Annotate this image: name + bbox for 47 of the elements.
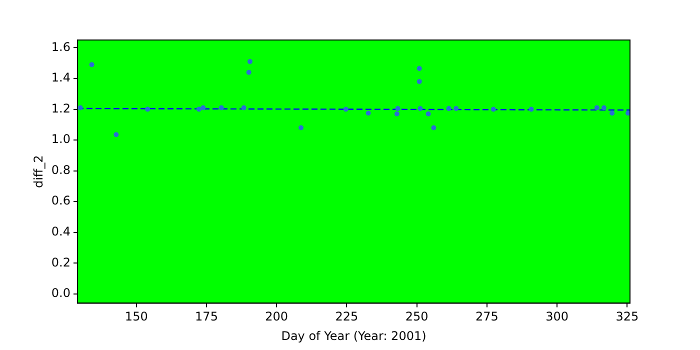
y-tick-label: 1.4 xyxy=(51,70,70,85)
x-tick-label: 300 xyxy=(546,310,569,324)
point xyxy=(594,105,600,110)
point xyxy=(418,106,423,111)
point xyxy=(626,110,630,116)
point xyxy=(601,105,606,110)
point xyxy=(78,105,83,110)
x-tick-label: 225 xyxy=(335,310,358,324)
y-tick-label: 1.2 xyxy=(51,101,70,116)
point xyxy=(200,105,206,110)
point xyxy=(446,106,452,111)
y-axis-title: diff_2 xyxy=(31,155,46,188)
point xyxy=(416,79,422,84)
point xyxy=(218,105,224,110)
point xyxy=(426,111,431,116)
point xyxy=(343,106,348,112)
y-tick-label: 0.8 xyxy=(51,162,70,177)
point xyxy=(528,106,534,112)
point xyxy=(416,66,422,71)
point xyxy=(490,106,496,112)
x-tick-label: 250 xyxy=(405,310,428,324)
x-tick-label: 275 xyxy=(476,310,498,324)
point xyxy=(395,106,400,111)
x-tick-label: 325 xyxy=(616,310,639,324)
point xyxy=(247,59,252,64)
point xyxy=(89,62,94,68)
point xyxy=(431,125,436,130)
x-axis-title: Day of Year (Year: 2001) xyxy=(281,328,426,343)
point xyxy=(145,106,150,112)
point xyxy=(241,105,246,110)
y-tick-label: 0.4 xyxy=(51,224,70,239)
point xyxy=(610,110,615,116)
x-tick-label: 175 xyxy=(195,310,218,324)
point xyxy=(196,106,202,112)
y-tick-label: 1.0 xyxy=(51,132,70,146)
point xyxy=(394,111,400,116)
point xyxy=(114,132,119,138)
x-tick-label: 200 xyxy=(265,310,288,324)
y-tick-label: 0.6 xyxy=(51,194,70,208)
point xyxy=(454,106,459,111)
point xyxy=(366,110,371,116)
x-tick-label: 150 xyxy=(124,310,148,324)
point xyxy=(246,70,252,75)
point xyxy=(298,125,304,130)
y-tick-label: 0.0 xyxy=(51,286,70,300)
y-tick-label: 1.6 xyxy=(51,40,70,54)
y-tick-label: 0.2 xyxy=(51,255,70,270)
